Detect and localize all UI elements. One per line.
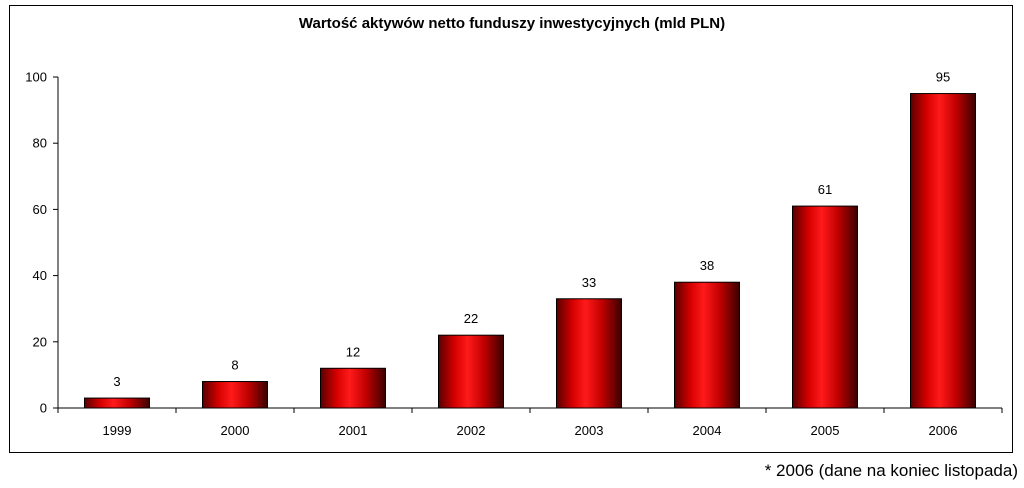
footnote: * 2006 (dane na koniec listopada) bbox=[764, 461, 1018, 480]
y-tick-label: 60 bbox=[33, 202, 47, 217]
data-label: 12 bbox=[346, 344, 360, 359]
bar bbox=[320, 367, 386, 409]
bar bbox=[438, 334, 504, 409]
data-label: 38 bbox=[700, 258, 714, 273]
bar bbox=[674, 281, 740, 409]
x-tick-label: 2005 bbox=[811, 423, 840, 438]
x-tick-label: 1999 bbox=[103, 423, 132, 438]
data-label: 3 bbox=[113, 374, 120, 389]
data-label: 61 bbox=[818, 182, 832, 197]
chart-title: Wartość aktywów netto funduszy inwestycy… bbox=[298, 15, 726, 32]
data-label: 8 bbox=[231, 358, 238, 373]
y-tick-label: 40 bbox=[33, 268, 47, 283]
data-label: 95 bbox=[936, 70, 950, 85]
x-tick-label: 2000 bbox=[221, 423, 250, 438]
y-tick-label: 20 bbox=[33, 334, 47, 349]
bar bbox=[910, 93, 976, 409]
x-tick-label: 2001 bbox=[339, 423, 368, 438]
bar bbox=[84, 397, 150, 409]
data-label: 33 bbox=[582, 275, 596, 290]
y-tick-label: 0 bbox=[40, 401, 47, 416]
x-tick-label: 2006 bbox=[929, 423, 958, 438]
x-tick-label: 2004 bbox=[693, 423, 722, 438]
x-tick-label: 2003 bbox=[575, 423, 604, 438]
y-tick-label: 100 bbox=[25, 70, 47, 85]
bar bbox=[202, 381, 268, 409]
data-label: 22 bbox=[464, 311, 478, 326]
bar bbox=[792, 205, 858, 409]
y-tick-label: 80 bbox=[33, 136, 47, 151]
x-tick-label: 2002 bbox=[457, 423, 486, 438]
bar bbox=[556, 298, 622, 409]
